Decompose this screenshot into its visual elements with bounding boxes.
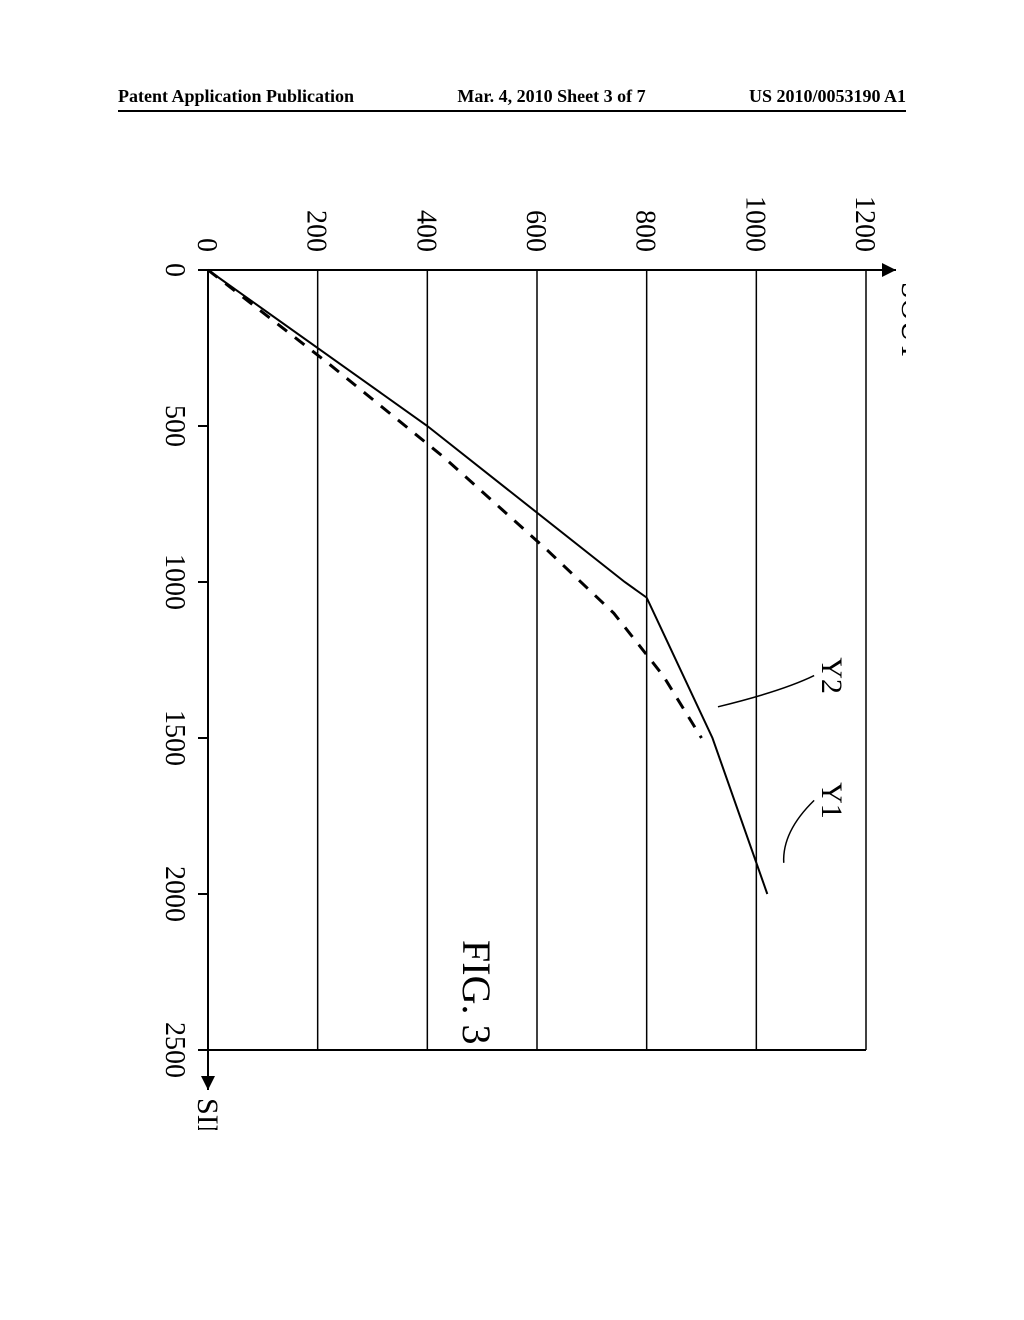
series-label-y2: Y2: [815, 657, 848, 694]
series-leader-y2: [718, 676, 814, 707]
y-tick-label: 0: [191, 238, 222, 252]
series-y2: [208, 270, 702, 738]
y-tick-label: 1000: [739, 196, 770, 252]
x-axis-label: SIN: [191, 1098, 224, 1130]
y-tick-label: 200: [301, 210, 332, 252]
x-tick-label: 1000: [159, 554, 190, 610]
y-tick-label: 1200: [849, 196, 880, 252]
header-right: US 2010/0053190 A1: [749, 86, 906, 107]
x-tick-label: 500: [159, 405, 190, 447]
figure-label-text: FIG. 3: [454, 940, 499, 1044]
page-header: Patent Application Publication Mar. 4, 2…: [0, 86, 1024, 107]
x-tick-label: 2500: [159, 1022, 190, 1078]
series-label-y1: Y1: [815, 782, 848, 819]
series-leader-y1: [784, 800, 814, 862]
figure-label: FIG. 3: [453, 940, 500, 1044]
chart-container: 0 500 1000 1500 2000 2500 0 200 400 600 800 1000 120…: [118, 140, 906, 1130]
series-y1: [208, 270, 767, 894]
x-tick-label: 1500: [159, 710, 190, 766]
x-tick-label: 2000: [159, 866, 190, 922]
y-tick-label: 600: [520, 210, 551, 252]
header-left: Patent Application Publication: [118, 86, 354, 107]
y-tick-label: 800: [630, 210, 661, 252]
y-axis-label: SOUT: [895, 282, 906, 360]
y-tick-label: 400: [410, 210, 441, 252]
x-tick-label: 0: [159, 263, 190, 277]
line-chart: 0 500 1000 1500 2000 2500 0 200 400 600 800 1000 120…: [118, 140, 906, 1130]
header-center: Mar. 4, 2010 Sheet 3 of 7: [457, 86, 645, 107]
header-rule: [118, 110, 906, 112]
